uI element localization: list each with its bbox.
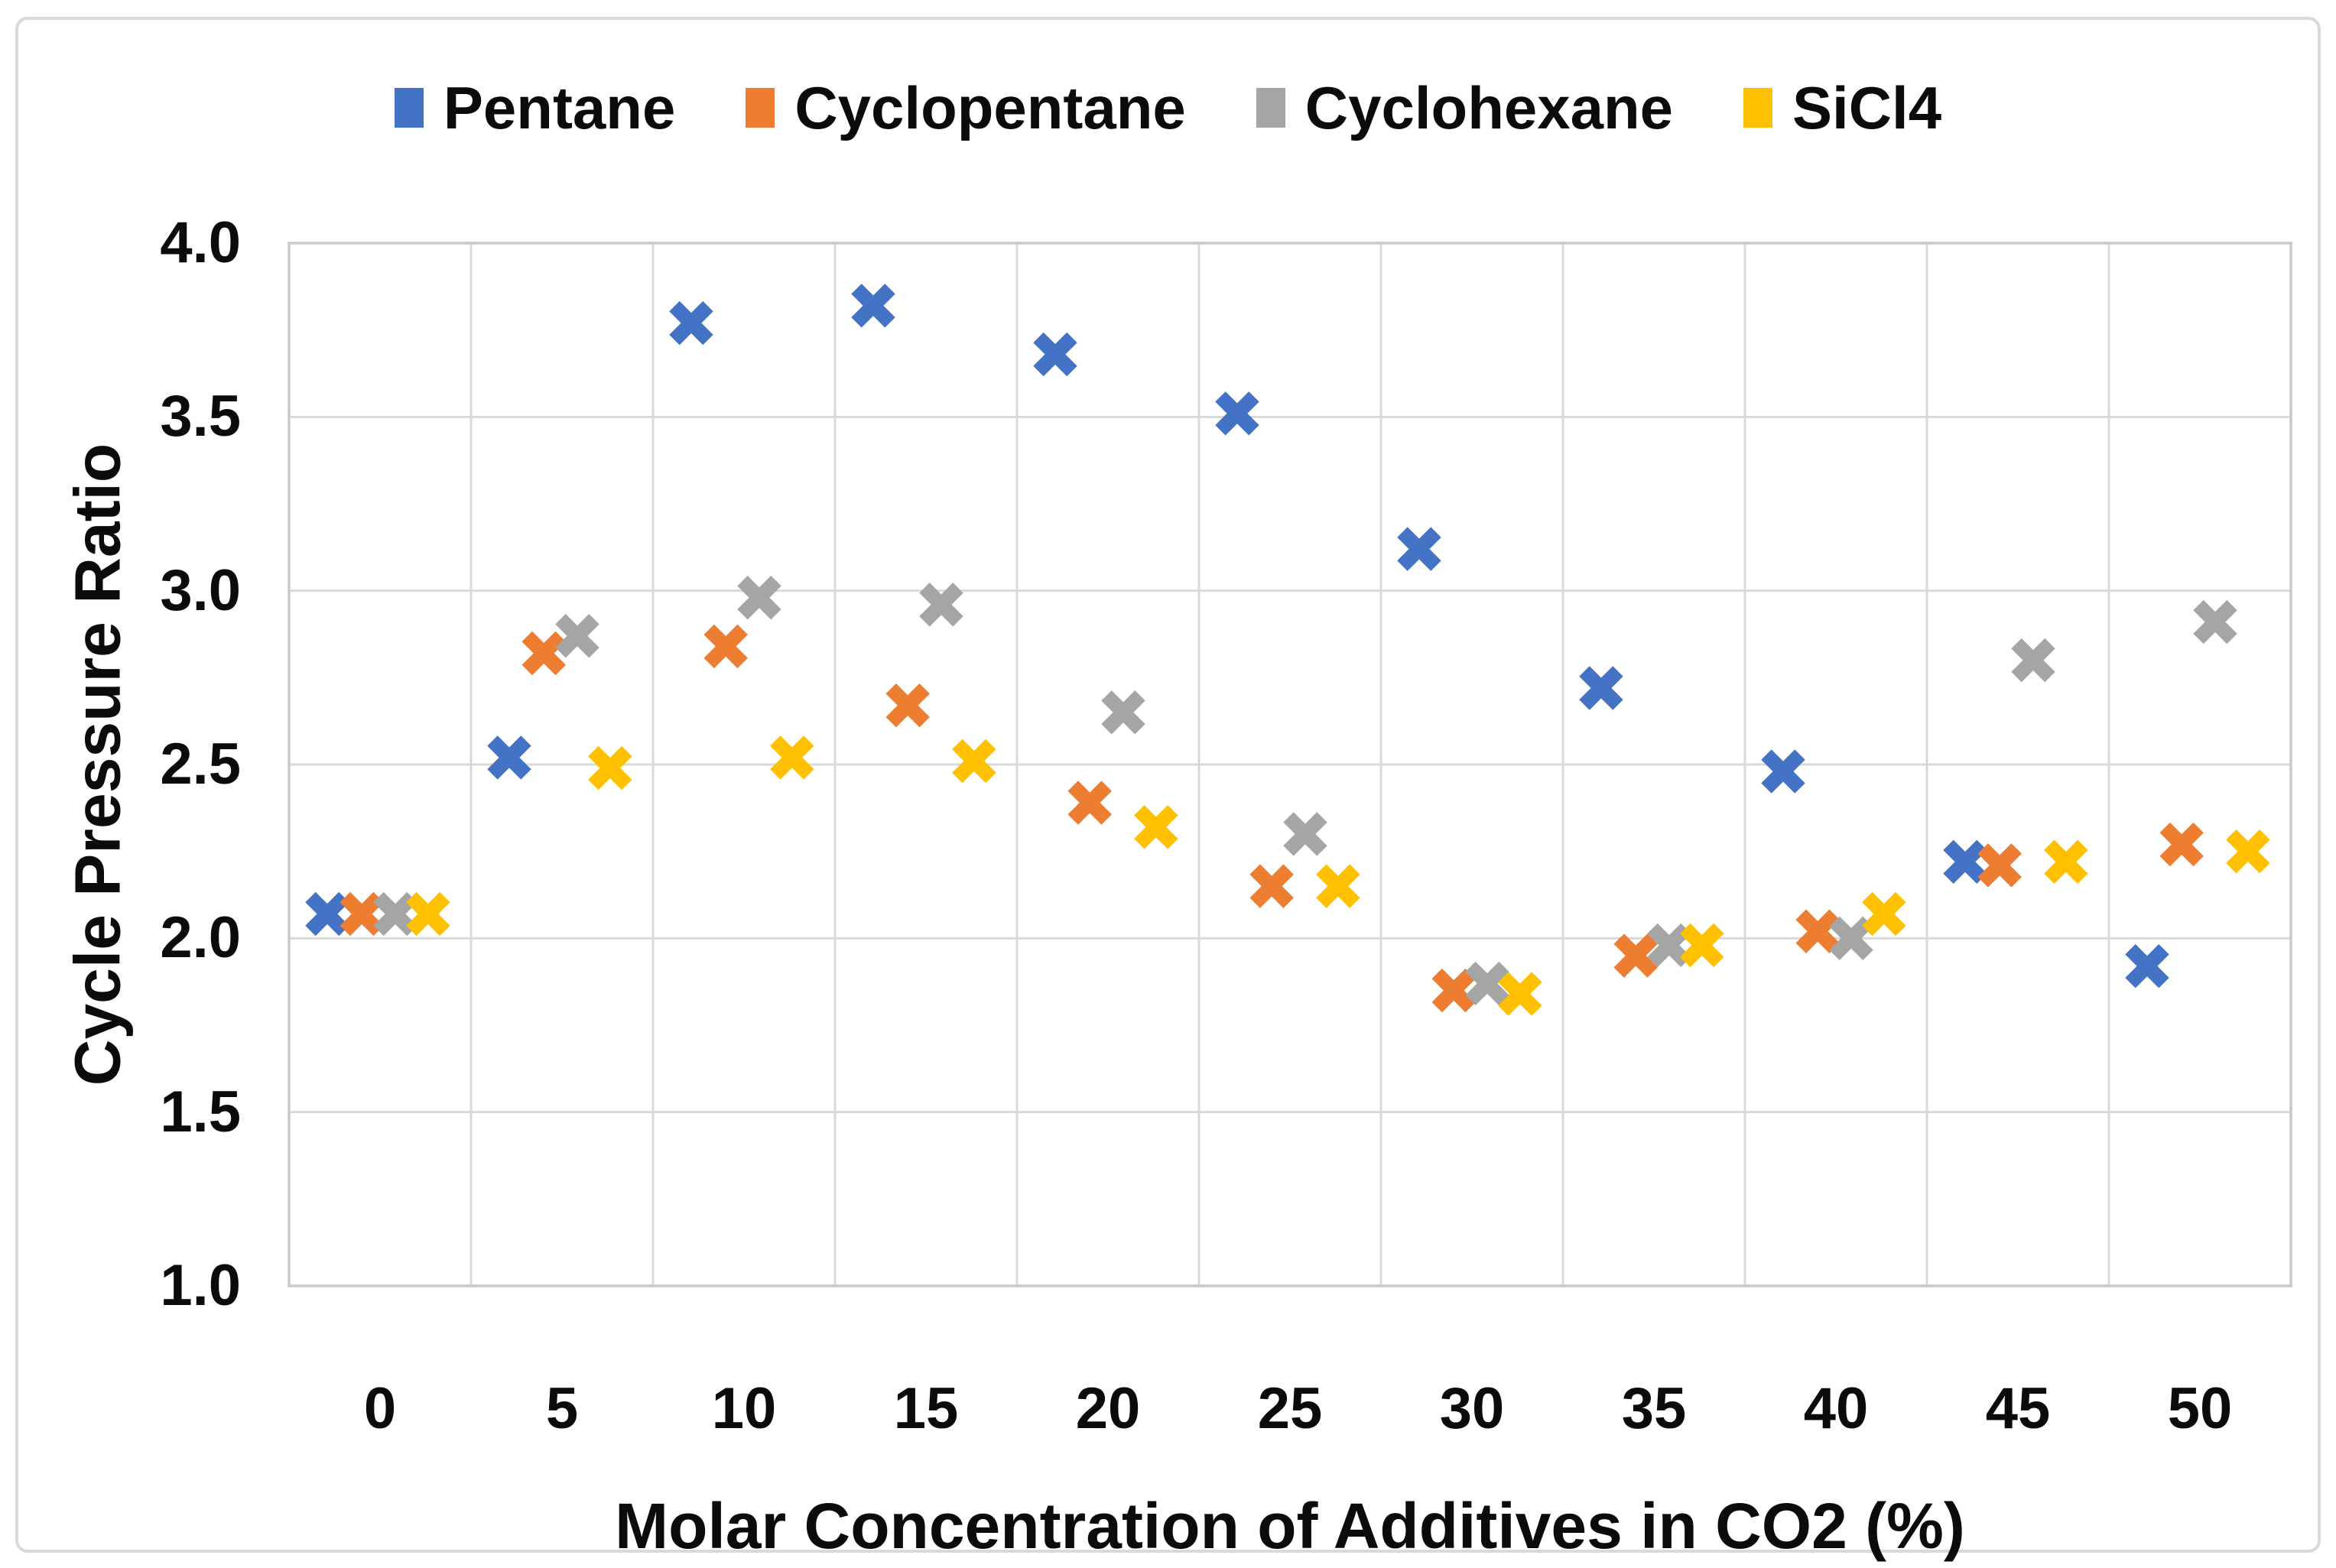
data-point-marker-pentane: [1943, 839, 1987, 885]
data-point-marker-pentane: [669, 300, 713, 346]
data-point-marker-pentane: [305, 891, 349, 937]
x-tick-label: 30: [1439, 1376, 1505, 1441]
data-point-marker-sicl4: [588, 745, 632, 790]
data-point-marker-cyclohexane: [373, 891, 417, 937]
x-tick-label: 25: [1257, 1376, 1323, 1441]
data-point-marker-pentane: [851, 284, 895, 328]
x-tick-label: 40: [1803, 1376, 1869, 1441]
data-point-marker-cyclohexane: [1101, 690, 1145, 735]
data-point-marker-cyclopentane: [1977, 843, 2022, 888]
data-point-marker-sicl4: [1316, 864, 1360, 908]
data-point-marker-cyclohexane: [1647, 923, 1691, 968]
data-point-marker-pentane: [1033, 332, 1077, 377]
y-axis-title: Cycle Pressure Ratio: [61, 443, 134, 1086]
data-point-marker-sicl4: [406, 891, 450, 937]
data-point-marker-sicl4: [770, 735, 814, 780]
data-point-marker-pentane: [2125, 943, 2169, 989]
data-point-marker-pentane: [1215, 391, 1259, 436]
data-point-marker-cyclopentane: [1249, 864, 1294, 908]
data-point-marker-cyclohexane: [919, 583, 963, 627]
data-point-marker-cyclopentane: [885, 683, 930, 728]
y-tick-label: 4.0: [160, 210, 241, 275]
data-point-marker-cyclopentane: [1795, 909, 1840, 953]
plot-border: [288, 242, 2292, 1287]
data-point-marker-cyclohexane: [737, 576, 781, 620]
data-point-marker-sicl4: [1134, 805, 1178, 849]
data-point-marker-sicl4: [952, 739, 996, 784]
x-tick-label: 35: [1621, 1376, 1687, 1441]
data-point-marker-sicl4: [1680, 923, 1724, 968]
data-point-marker-cyclohexane: [1829, 916, 1873, 961]
data-point-marker-pentane: [1761, 749, 1805, 794]
data-point-marker-cyclopentane: [340, 891, 384, 937]
data-point-marker-sicl4: [2226, 829, 2270, 874]
data-point-marker-pentane: [1579, 666, 1623, 710]
data-point-marker-sicl4: [1498, 972, 1542, 1016]
data-point-marker-cyclopentane: [1067, 781, 1112, 825]
x-axis-title: Molar Concentration of Additives in CO2 …: [615, 1490, 1965, 1562]
x-tick-label: 0: [363, 1376, 397, 1441]
x-tick-label: 15: [893, 1376, 959, 1441]
y-tick-label: 1.0: [160, 1253, 241, 1318]
data-point-marker-cyclopentane: [1613, 933, 1658, 978]
y-tick-label: 3.5: [160, 384, 241, 450]
data-point-marker-cyclohexane: [1465, 961, 1509, 1006]
x-tick-label: 20: [1075, 1376, 1141, 1441]
data-point-marker-pentane: [487, 735, 531, 780]
x-tick-label: 5: [545, 1376, 579, 1441]
data-point-marker-cyclopentane: [2159, 822, 2204, 867]
data-point-marker-cyclopentane: [521, 631, 566, 676]
data-point-marker-sicl4: [2044, 839, 2088, 885]
data-point-marker-cyclopentane: [703, 624, 748, 669]
data-point-marker-cyclopentane: [1431, 968, 1476, 1013]
x-tick-label: 10: [711, 1376, 777, 1441]
chart-border: [15, 17, 2321, 1553]
x-tick-label: 45: [1985, 1376, 2051, 1441]
data-point-marker-cyclohexane: [555, 614, 599, 658]
data-point-marker-pentane: [1397, 527, 1441, 571]
data-point-marker-cyclohexane: [1283, 812, 1327, 856]
data-point-marker-cyclohexane: [2011, 638, 2055, 683]
y-tick-label: 3.0: [160, 557, 241, 623]
data-point-marker-sicl4: [1862, 891, 1906, 937]
y-tick-label: 1.5: [160, 1079, 241, 1144]
x-tick-label: 50: [2167, 1376, 2233, 1441]
data-point-marker-cyclohexane: [2193, 599, 2237, 644]
y-tick-label: 2.5: [160, 732, 241, 797]
y-tick-label: 2.0: [160, 905, 241, 971]
